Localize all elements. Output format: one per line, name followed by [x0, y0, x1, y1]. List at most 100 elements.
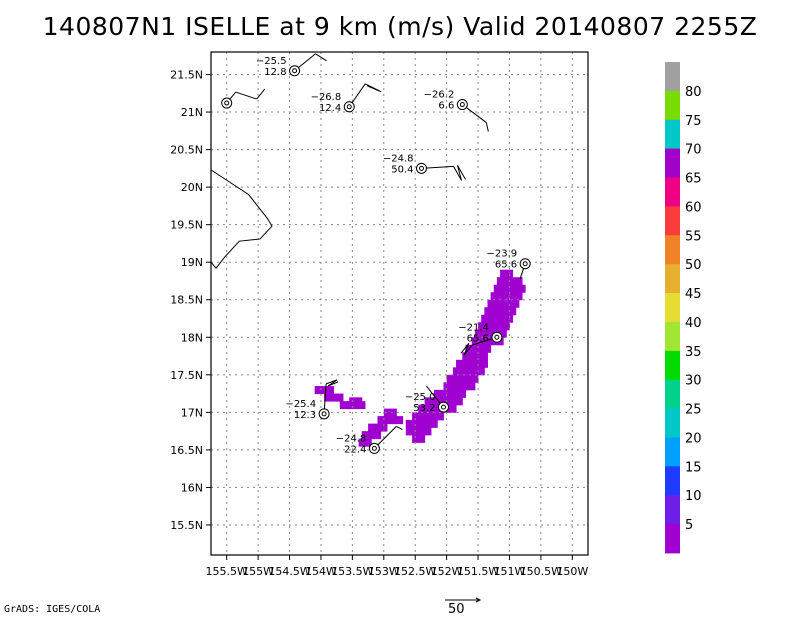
station-temp-label: −26.2: [424, 90, 455, 101]
wind-cell: [405, 427, 413, 436]
station-marker-center: [224, 100, 230, 106]
y-tick-label: 17N: [181, 406, 203, 419]
colorbar-swatch: [665, 350, 680, 381]
wind-cell: [424, 427, 432, 436]
colorbar-label: 20: [685, 431, 702, 446]
wind-cell: [484, 344, 492, 353]
wind-cell: [456, 359, 463, 368]
station-marker-icon: [491, 331, 503, 343]
wind-cell: [487, 314, 495, 323]
vector-scale-arrow: [445, 597, 482, 603]
station: −24.822.4: [336, 425, 403, 455]
station-temp-label: −24.8: [383, 153, 414, 164]
wind-cell: [474, 352, 482, 361]
wind-cell: [462, 382, 470, 391]
wind-cell: [405, 419, 413, 428]
wind-cell: [478, 344, 485, 353]
colorbar-swatch: [665, 495, 680, 525]
wind-barb-flag: [235, 91, 257, 100]
wind-cell: [327, 386, 335, 395]
colorbar-label: 80: [685, 85, 702, 100]
wind-cell: [500, 269, 507, 278]
wind-cell: [383, 416, 391, 425]
station: [221, 88, 266, 109]
wind-cell: [424, 397, 432, 406]
station-marker-icon: [343, 101, 355, 113]
station: −23.965.6: [487, 249, 531, 279]
wind-cell: [484, 337, 492, 346]
colorbar-swatch: [665, 235, 680, 265]
wind-barb-flag: [396, 425, 403, 430]
station-speed-label: 12.4: [319, 103, 341, 114]
wind-cell: [424, 404, 432, 413]
wind-cell: [424, 412, 432, 421]
station-speed-label: 12.3: [294, 410, 316, 421]
station-temp-label: −23.9: [487, 249, 518, 260]
wind-cell: [481, 359, 488, 368]
wind-cell: [459, 389, 466, 398]
wind-barb-flag: [327, 381, 339, 387]
wind-cell: [493, 284, 501, 293]
y-tick-label: 19.5N: [170, 219, 203, 232]
y-tick-label: 21N: [181, 106, 203, 119]
wind-cell: [358, 401, 366, 410]
colorbar-label: 45: [685, 287, 702, 302]
x-tick-label: 151.5W: [457, 565, 499, 578]
wind-cell: [468, 382, 476, 391]
x-tick-label: 150W: [556, 565, 588, 578]
colorbar-swatch: [665, 466, 680, 496]
wind-cell: [506, 314, 514, 323]
wind-cell: [471, 374, 479, 383]
wind-cell: [377, 416, 385, 425]
grid-layer: [211, 52, 588, 555]
wind-cell: [481, 352, 488, 361]
wind-cell: [515, 292, 523, 301]
colorbar-swatch: [665, 293, 680, 323]
wind-barb-flag: [453, 166, 462, 181]
station-marker-icon: [415, 162, 427, 174]
wind-cell: [462, 359, 470, 368]
wind-cell: [446, 374, 454, 383]
colorbar-label: 50: [685, 258, 702, 273]
station: −21.465.6: [458, 322, 503, 356]
credit-label: GrADS: IGES/COLA: [4, 604, 101, 615]
wind-cell: [418, 412, 426, 421]
wind-cell: [361, 431, 369, 440]
colorbar-label: 75: [685, 114, 702, 129]
colorbar-swatch: [665, 90, 680, 121]
station-marker-icon: [318, 408, 330, 420]
colorbar-swatch: [665, 264, 680, 294]
wind-cell: [503, 292, 510, 301]
colorbar-swatch: [665, 437, 680, 467]
wind-cell: [396, 416, 404, 425]
wind-cell: [443, 382, 451, 391]
y-tick-label: 18N: [181, 331, 203, 344]
wind-cell: [456, 397, 463, 406]
station-marker-icon: [368, 442, 380, 454]
wind-cell: [490, 322, 498, 331]
y-tick-label: 15.5N: [170, 519, 203, 532]
colorbar-label: 25: [685, 403, 702, 418]
wind-cell: [430, 397, 438, 406]
station-speed-label: 53.2: [413, 403, 435, 414]
colorbar-swatch: [665, 148, 680, 178]
wind-cell: [374, 431, 382, 440]
station-temp-label: −25.4: [285, 399, 316, 410]
wind-cell: [424, 419, 432, 428]
coastline-layer: [210, 169, 273, 270]
colorbar-swatch: [665, 62, 680, 92]
colorbar-swatch: [665, 177, 680, 207]
stations-layer: −25.512.8−26.812.4−26.26.6−24.850.4−23.9…: [221, 53, 531, 455]
wind-barb-flag: [367, 85, 382, 93]
wind-cell: [314, 386, 322, 395]
x-tick-label: 152W: [431, 565, 463, 578]
station-temp-label: −24.8: [336, 433, 367, 444]
colorbar-swatch: [665, 119, 680, 150]
wind-cell: [452, 367, 460, 376]
y-tick-label: 17.5N: [170, 369, 203, 382]
wind-cell: [465, 374, 473, 383]
wind-cell: [493, 299, 501, 308]
wind-cell: [352, 401, 360, 410]
wind-cell: [500, 299, 507, 308]
